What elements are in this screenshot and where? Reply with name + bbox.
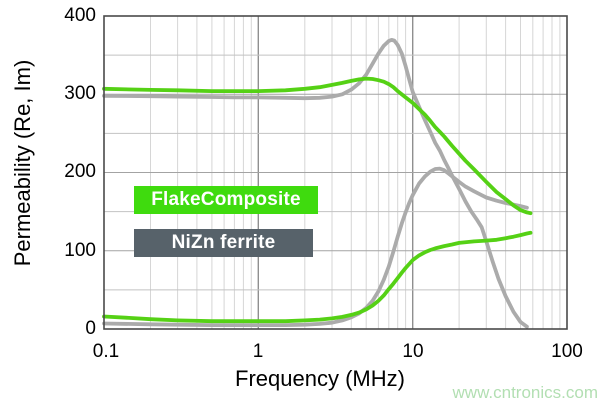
x-tick-100: 100 xyxy=(551,341,583,362)
y-tick-300: 300 xyxy=(64,83,96,104)
x-tick-1: 1 xyxy=(252,341,264,362)
y-tick-0: 0 xyxy=(85,318,96,339)
y-tick-200: 200 xyxy=(64,161,96,182)
x-tick-10: 10 xyxy=(402,341,424,362)
y-tick-100: 100 xyxy=(64,240,96,261)
legend-item-flakecomposite: FlakeComposite xyxy=(134,186,318,214)
watermark: www.cntronics.com xyxy=(452,383,598,402)
x-axis-title: Frequency (MHz) xyxy=(235,366,405,391)
y-tick-400: 400 xyxy=(64,5,96,26)
legend-label-flakecomposite: FlakeComposite xyxy=(151,189,301,210)
legend-item-nizn-ferrite: NiZn ferrite xyxy=(134,229,313,257)
y-axis-title: Permeability (Re, Im) xyxy=(10,59,35,267)
x-tick-0p1: 0.1 xyxy=(92,341,120,362)
legend-label-nizn-ferrite: NiZn ferrite xyxy=(171,232,276,253)
